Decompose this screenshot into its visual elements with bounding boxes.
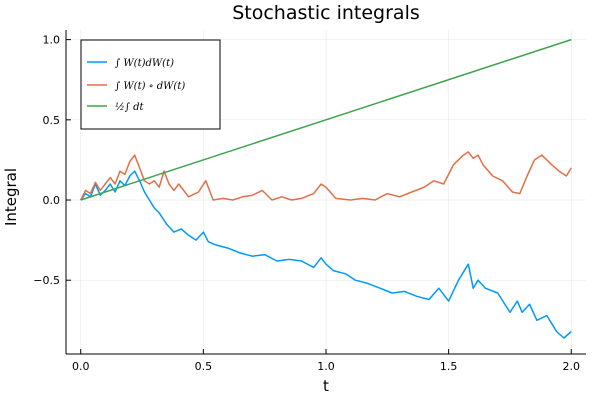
chart-title: Stochastic integrals xyxy=(232,2,420,24)
y-tick-label: −0.5 xyxy=(33,274,60,287)
x-tick-label: 1.0 xyxy=(317,360,335,373)
axes xyxy=(65,30,586,355)
tick-labels: 0.0 0.5 1.0 1.5 2.0 −0.5 0.0 0.5 1.0 xyxy=(33,34,580,373)
x-axis-title: t xyxy=(323,377,329,395)
x-tick-label: 0.5 xyxy=(195,360,213,373)
legend-label: ½∫ dt xyxy=(115,102,144,113)
y-tick-label: 0.0 xyxy=(43,194,61,207)
series-line-1 xyxy=(80,170,572,339)
x-tick-label: 2.0 xyxy=(563,360,581,373)
legend-label: ∫ W(t)dW(t) xyxy=(115,58,174,69)
y-axis-title: Integral xyxy=(2,168,20,226)
series-line-3 xyxy=(80,38,572,201)
series-group xyxy=(80,38,572,339)
legend: ∫ W(t)dW(t) ∫ W(t) ∘ dW(t) ½∫ dt xyxy=(80,39,221,130)
y-tick-label: 1.0 xyxy=(43,34,61,47)
series-line-2 xyxy=(80,151,572,201)
y-tick-label: 0.5 xyxy=(43,114,61,127)
x-tick-label: 1.5 xyxy=(440,360,458,373)
x-tick-label: 0.0 xyxy=(72,360,90,373)
legend-label: ∫ W(t) ∘ dW(t) xyxy=(115,81,185,92)
